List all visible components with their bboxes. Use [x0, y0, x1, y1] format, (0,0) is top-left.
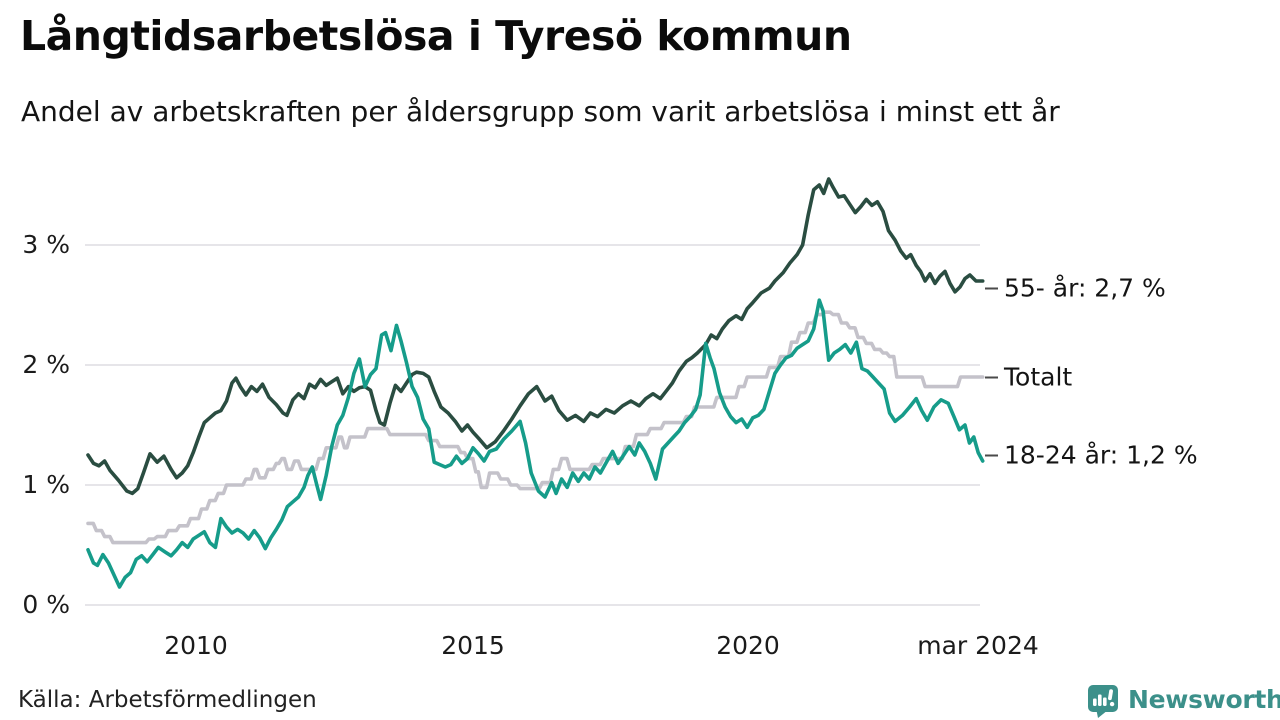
x-axis-tick: 2020 [716, 631, 780, 660]
newsworthy-logo-text: Newsworthy [1128, 685, 1280, 714]
chart-subtitle: Andel av arbetskraften per åldersgrupp s… [21, 95, 1060, 128]
newsworthy-logo: Newsworthy [1084, 681, 1280, 718]
series-label-text: 55- år: 2,7 % [1004, 273, 1166, 303]
series-label-text: Totalt [1004, 362, 1073, 392]
x-axis-tick: 2015 [441, 631, 505, 660]
series-tick-dash [985, 287, 998, 289]
y-axis-tick: 2 % [22, 350, 70, 379]
y-axis-tick: 1 % [22, 470, 70, 499]
series-tick-dash [985, 454, 998, 456]
source-attribution: Källa: Arbetsförmedlingen [18, 687, 317, 713]
series-line-55-r [86, 177, 985, 496]
series-label-text: 18-24 år: 1,2 % [1004, 440, 1198, 470]
series-label-18-24-ar: 18-24 år: 1,2 % [985, 441, 1198, 470]
page-title: Långtidsarbetslösa i Tyresö kommun [20, 12, 852, 60]
series-label-totalt: Totalt [985, 363, 1072, 392]
series-label-55-ar: 55- år: 2,7 % [985, 274, 1166, 303]
series-line-18-24-r [86, 298, 985, 589]
x-axis-tick: mar 2024 [917, 631, 1039, 660]
x-axis-tick: 2010 [164, 631, 228, 660]
series-tick-dash [985, 376, 998, 378]
y-axis-tick: 0 % [22, 590, 70, 619]
y-axis-tick: 3 % [22, 230, 70, 259]
newsworthy-logo-icon [1088, 685, 1118, 718]
